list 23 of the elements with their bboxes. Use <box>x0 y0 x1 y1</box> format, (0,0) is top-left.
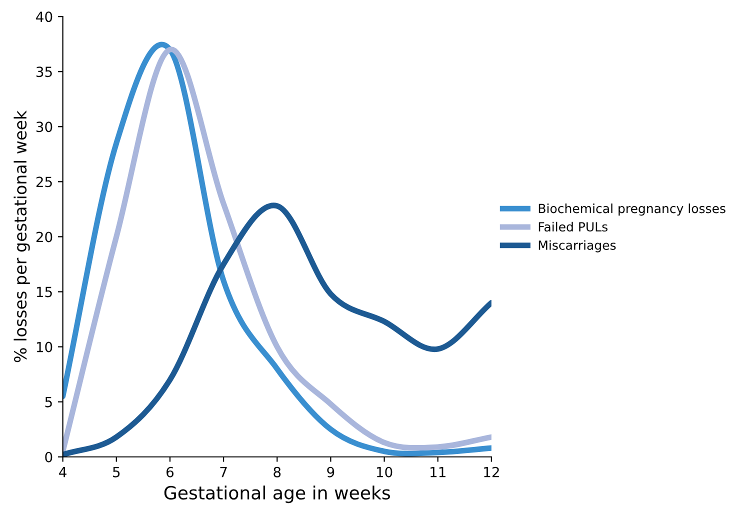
y-tick-label: 25 <box>36 176 52 188</box>
legend-label: Biochemical pregnancy losses <box>538 204 726 216</box>
y-tick-label: 10 <box>36 342 52 352</box>
y-tick-label: 15 <box>36 286 52 298</box>
legend-label: Miscarriages <box>538 240 616 252</box>
x-axis-title: Gestational age in weeks <box>164 486 390 504</box>
y-axis-title: % losses per gestational week <box>14 110 30 362</box>
x-tick-label: 8 <box>274 466 281 478</box>
x-tick-label: 7 <box>220 467 227 478</box>
y-tick-label: 5 <box>45 396 52 408</box>
x-tick-label: 5 <box>113 467 120 478</box>
x-tick-label: 12 <box>484 466 499 478</box>
y-tick-label: 0 <box>45 452 52 462</box>
x-tick-label: 11 <box>430 467 446 478</box>
y-tick-label: 40 <box>36 12 52 22</box>
y-tick-label: 35 <box>36 66 52 78</box>
x-tick-label: 4 <box>59 467 66 478</box>
y-tick-label: 20 <box>36 232 52 242</box>
x-tick-label: 10 <box>376 466 392 478</box>
x-tick-label: 9 <box>327 466 334 478</box>
y-tick-label: 30 <box>36 122 52 132</box>
x-tick-label: 6 <box>166 466 174 478</box>
legend-label: Failed PULs <box>538 222 608 232</box>
